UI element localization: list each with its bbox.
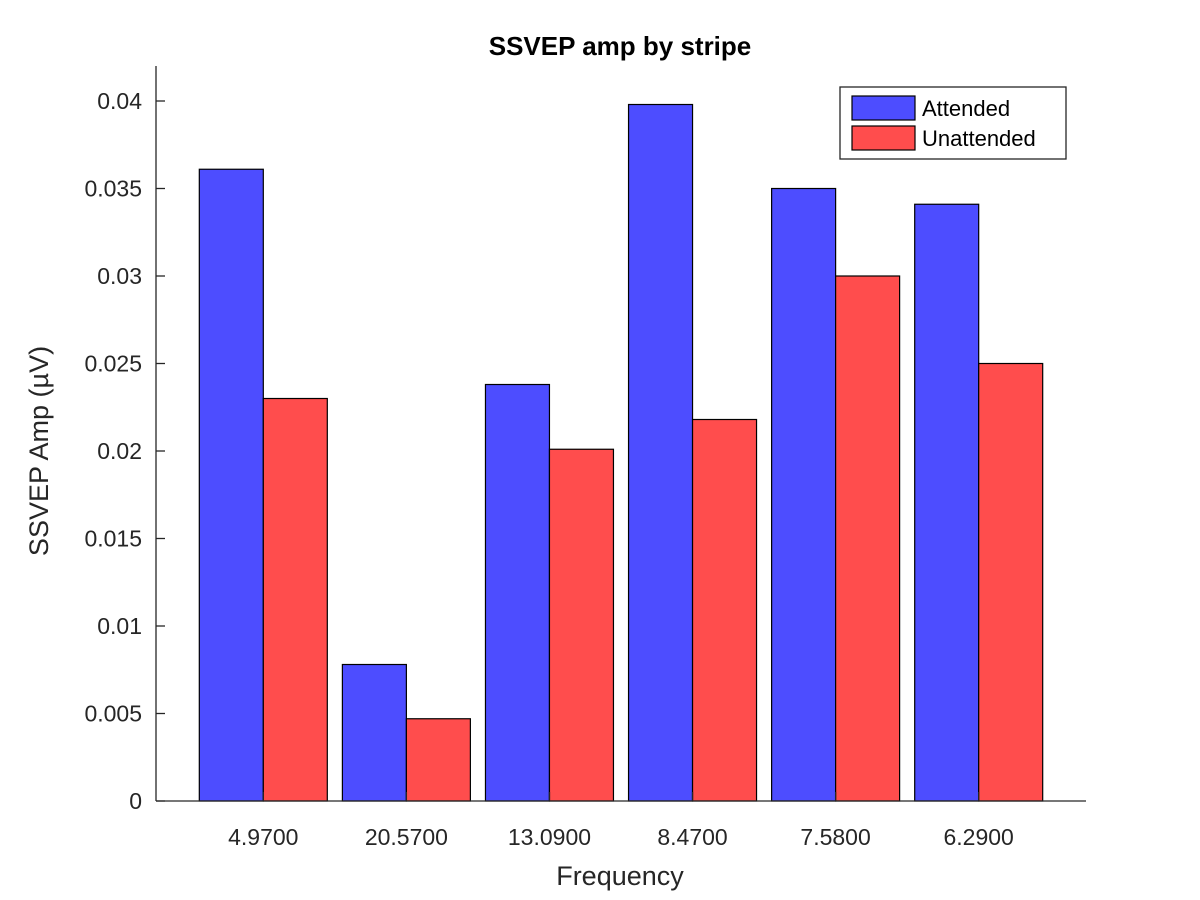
bar-unattended-20.5700 [405,718,471,802]
bar-unattended-6.2900 [978,362,1044,802]
legend-label-attended: Attended [922,96,1010,121]
x-tick-label: 8.4700 [657,824,727,850]
y-axis-ticks: 0 0.005 0.01 0.015 0.02 0.025 0.03 0.035 0.04 [84,88,165,814]
y-tick-label: 0.015 [84,526,142,552]
y-tick-label: 0 [129,788,142,814]
x-tick-label: 4.9700 [228,824,298,850]
y-tick-label: 0.005 [84,701,142,727]
bar-unattended-4.9700 [262,397,328,802]
bar-attended-8.4700 [627,103,694,802]
y-tick-label: 0.02 [97,438,142,464]
legend-swatch-unattended [851,125,916,151]
y-tick-label: 0.03 [97,263,142,289]
x-tick-label: 20.5700 [365,824,448,850]
bar-attended-4.9700 [198,168,264,802]
y-tick-label: 0.035 [84,176,142,202]
bar-attended-7.5800 [771,187,837,802]
bar-unattended-8.4700 [691,418,758,802]
y-tick-label: 0.04 [97,88,142,114]
legend-swatch-attended [851,95,916,121]
x-tick-label: 13.0900 [508,824,591,850]
bar-attended-20.5700 [341,663,407,802]
bar-attended-6.2900 [914,203,980,802]
chart-title: SSVEP amp by stripe [489,31,752,61]
legend: Attended Unattended [839,86,1067,160]
x-tick-label: 6.2900 [944,824,1014,850]
bar-attended-13.0900 [484,383,551,802]
x-axis-label: Frequency [556,861,684,891]
legend-label-unattended: Unattended [922,126,1036,151]
bar-unattended-13.0900 [548,448,615,802]
y-tick-label: 0.01 [97,613,142,639]
bars-group [198,103,1044,802]
x-axis-ticks: 4.9700 20.5700 13.0900 8.4700 7.5800 6.2900 [228,792,1014,850]
x-tick-label: 7.5800 [800,824,870,850]
bar-unattended-7.5800 [835,275,901,802]
y-axis-label: SSVEP Amp (µV) [24,346,54,556]
y-tick-label: 0.025 [84,351,142,377]
